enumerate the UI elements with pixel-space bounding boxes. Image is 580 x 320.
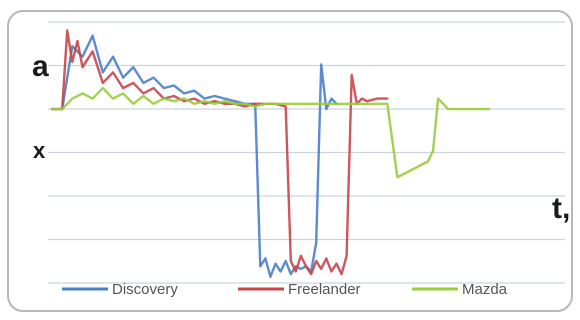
legend-label: Discovery (112, 281, 178, 298)
legend-item-freelander: Freelander (238, 281, 361, 298)
y-marker-label: x (33, 138, 46, 163)
legend: Discovery Freelander Mazda (62, 281, 508, 298)
legend-item-mazda: Mazda (412, 281, 508, 298)
legend-label: Mazda (462, 281, 508, 298)
legend-label: Freelander (288, 281, 361, 298)
x-axis-label: t, (552, 192, 570, 225)
legend-item-discovery: Discovery (62, 281, 178, 298)
series-lines (50, 29, 491, 278)
gridlines (48, 21, 565, 284)
series-line-mazda (50, 86, 491, 179)
series-line-discovery (50, 34, 338, 278)
y-axis-label: a (32, 50, 49, 83)
